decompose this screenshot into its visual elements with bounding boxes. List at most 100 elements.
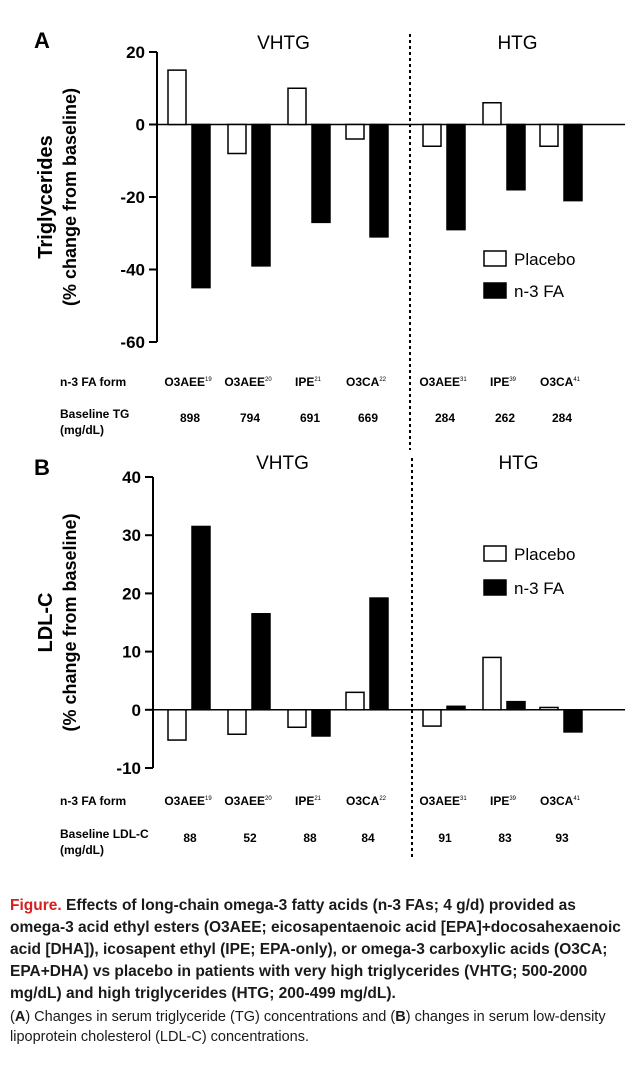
panel-b-baseline-value: 88 [303,831,317,845]
panel-a-placebo-bar [345,123,365,140]
panel-b-category-label: O3AEE19 [164,794,212,808]
panel-b-category-label: IPE39 [490,794,517,808]
panel-a-baseline-value: 898 [180,411,200,425]
panel-b-y-tick-label: 40 [122,468,141,487]
panel-a-n3fa-bar [506,123,526,191]
panel-b-baseline-value: 93 [555,831,569,845]
panel-a-y-tick-label: -40 [120,261,145,280]
panel-a-baseline-value: 284 [435,411,455,425]
panel-b-n3fa-bar [369,597,389,711]
caption-letter-b: B [395,1009,406,1025]
panel-a-n3fa-bar [191,123,211,289]
panel-a-baseline-value: 284 [552,411,572,425]
panel-a-y-tick-label: -20 [120,188,145,207]
caption-figure-word: Figure. [10,897,62,914]
panel-a-n3fa-bar [563,123,583,202]
panel-b-y-tick-label: 10 [122,643,141,662]
panel-b-category-label: O3AEE31 [419,794,467,808]
panel-b-placebo-bar [345,691,365,711]
panel-a-legend-swatch-n3fa [483,282,507,299]
caption-letter-a: A [14,1009,26,1025]
panel-a-baseline-unit: (mg/dL) [60,423,104,437]
panel-b-baseline-label: Baseline LDL-C [60,827,149,841]
panel-a-n3fa-bar [251,123,271,267]
panel-a-n3fa-bar [369,123,389,238]
panel-b-placebo-bar [539,706,559,711]
panel-a-group-label-vhtg: VHTG [257,33,310,54]
panel-b-baseline-value: 83 [498,831,512,845]
caption-sub-b: ) changes in serum low-density lipoprote… [10,1009,606,1045]
panel-b-form-row-label: n-3 FA form [60,794,126,808]
panel-b-group-label-htg: HTG [498,453,538,474]
panel-a-category-label: IPE21 [295,375,322,389]
panel-a-legend-label-n3fa: n-3 FA [514,282,565,301]
panel-b-placebo-bar [167,709,187,741]
figure-caption: Figure. Effects of long-chain omega-3 fa… [10,895,628,1047]
panel-a-placebo-bar [287,87,307,126]
panel-b-legend-label-placebo: Placebo [514,545,575,564]
panel-a-category-label: IPE39 [490,375,517,389]
panel-a-form-row-label: n-3 FA form [60,375,126,389]
panel-b-n3fa-bar [251,613,271,711]
panel-a-category-label: O3AEE31 [419,375,467,389]
panel-b-placebo-bar [287,709,307,729]
panel-b-n3fa-bar [311,709,331,737]
panel-b-category-label: O3CA41 [540,794,581,808]
panel-a-n3fa-bar [311,123,331,224]
panel-a-placebo-bar [167,69,187,126]
panel-a-ylabel-line2: (% change from baseline) [60,88,80,306]
caption-sub-a: ) Changes in serum triglyceride (TG) con… [25,1009,396,1025]
panel-b-baseline-value: 84 [361,831,375,845]
panel-a-baseline-value: 691 [300,411,320,425]
panel-b-legend-swatch-placebo [483,545,507,562]
panel-a-baseline-value: 262 [495,411,515,425]
panel-a-placebo-bar [422,123,442,147]
caption-paren: ( [10,1009,15,1025]
panel-a-category-label: O3AEE19 [164,375,212,389]
panel-b-y-tick-label: 20 [122,584,141,603]
panel-b-y-tick-label: 0 [132,701,141,720]
panel-b-baseline-value: 88 [183,831,197,845]
panel-a-ylabel-line1: Triglycerides [35,135,57,258]
panel-b-n3fa-bar [191,525,211,711]
panel-b-n3fa-bar [506,700,526,711]
panel-a-category-label: O3CA22 [346,375,387,389]
panel-b-group-label-vhtg: VHTG [256,453,309,474]
panel-a-y-tick-label: 20 [126,43,145,62]
panel-b-legend-label-n3fa: n-3 FA [514,579,565,598]
panel-a-y-tick-label: 0 [136,116,145,135]
caption-title: Figure. Effects of long-chain omega-3 fa… [10,895,628,1005]
panel-b-y-tick-label: -10 [116,759,141,778]
panel-b-y-tick-label: 30 [122,526,141,545]
panel-b-baseline-value: 52 [243,831,257,845]
panel-a-legend-swatch-placebo [483,250,507,267]
panel-b-category-label: IPE21 [295,794,322,808]
panel-a-baseline-value: 669 [358,411,378,425]
panel-b-category-label: O3CA22 [346,794,387,808]
panel-a-baseline-value: 794 [240,411,260,425]
panel-a-n3fa-bar [446,123,466,231]
panel-a-legend-label-placebo: Placebo [514,250,575,269]
panel-b-placebo-bar [482,656,502,711]
panel-a-baseline-label: Baseline TG [60,407,129,421]
panel-a-category-label: O3AEE20 [224,375,272,389]
panel-b-n3fa-bar [563,709,583,733]
panel-a-label: A [34,28,50,53]
panel-b-ylabel-line1: LDL-C [35,593,57,653]
panel-b-category-label: O3AEE20 [224,794,272,808]
caption-subtitle: (A) Changes in serum triglyceride (TG) c… [10,1007,628,1047]
panel-a-placebo-bar [227,123,247,155]
panel-a-category-label: O3CA41 [540,375,581,389]
panel-a-y-tick-label: -60 [120,333,145,352]
panel-b-baseline-unit: (mg/dL) [60,843,104,857]
panel-b-ylabel-line2: (% change from baseline) [60,513,80,731]
panel-b-n3fa-bar [446,705,466,711]
panel-b-label: B [34,455,50,480]
panel-b-baseline-value: 91 [438,831,452,845]
panel-b-placebo-bar [422,709,442,727]
caption-title-text: Effects of long-chain omega-3 fatty acid… [10,897,621,1002]
panel-b-placebo-bar [227,709,247,735]
panel-a-placebo-bar [539,123,559,147]
panel-a-group-label-htg: HTG [497,33,537,54]
